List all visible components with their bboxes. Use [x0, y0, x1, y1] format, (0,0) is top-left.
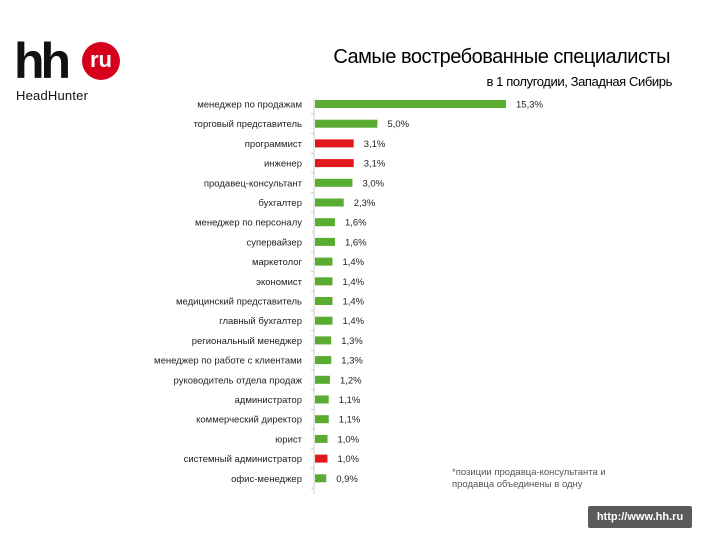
category-label: супервайзер	[246, 237, 302, 248]
category-label: юрист	[275, 434, 302, 445]
bar	[315, 100, 506, 108]
category-label: бухгалтер	[258, 198, 302, 209]
category-label: главный бухгалтер	[219, 316, 302, 327]
category-label: торговый представитель	[193, 119, 302, 130]
website-url[interactable]: http://www.hh.ru	[588, 506, 692, 528]
logo-badge: ru	[82, 42, 120, 80]
category-label: инженер	[264, 159, 302, 170]
bar	[315, 277, 333, 286]
data-label: 3,1%	[364, 139, 386, 150]
bar	[315, 119, 378, 128]
category-label: менеджер по продажам	[197, 100, 302, 111]
category-label: администратор	[235, 395, 303, 406]
data-label: 15,3%	[516, 100, 543, 111]
logo-brand-name: HeadHunter	[16, 88, 89, 103]
bar	[315, 375, 330, 384]
bar	[315, 336, 332, 345]
bar	[315, 474, 327, 483]
data-label: 1,1%	[339, 415, 361, 426]
category-label: региональный менеджер	[192, 336, 302, 347]
bar	[315, 395, 329, 404]
category-label: программист	[245, 139, 303, 150]
category-label: маркетолог	[252, 257, 303, 268]
data-label: 1,3%	[341, 336, 363, 347]
data-label: 1,0%	[337, 434, 359, 445]
bar	[315, 257, 333, 266]
data-label: 1,4%	[342, 257, 364, 268]
bar	[315, 159, 354, 168]
data-label: 5,0%	[387, 119, 409, 130]
data-label: 3,1%	[364, 159, 386, 170]
bar	[315, 297, 333, 305]
data-label: 1,1%	[339, 395, 361, 406]
bar	[315, 316, 333, 325]
bar	[315, 178, 353, 187]
chart-title: Самые востребованные специалисты	[333, 46, 670, 68]
category-label: менеджер по персоналу	[195, 218, 302, 229]
data-label: 1,6%	[345, 237, 367, 248]
data-label: 1,6%	[345, 218, 367, 229]
data-label: 1,3%	[341, 356, 363, 367]
bar	[315, 218, 335, 227]
category-label: системный администратор	[184, 454, 302, 465]
bar	[315, 454, 328, 463]
bar	[315, 139, 354, 148]
footnote: *позиции продавца-консультанта и продавц…	[452, 467, 606, 490]
category-label: руководитель отдела продаж	[174, 375, 303, 386]
data-label: 1,4%	[342, 316, 364, 327]
category-label: продавец-консультант	[204, 178, 303, 189]
data-label: 1,4%	[342, 297, 364, 308]
data-label: 3,0%	[362, 178, 384, 189]
category-label: менеджер по работе с клиентами	[154, 356, 302, 367]
category-label: офис-менеджер	[231, 474, 302, 485]
chart-subtitle: в 1 полугодии, Западная Сибирь	[486, 74, 672, 89]
category-label: экономист	[256, 277, 303, 288]
data-label: 1,2%	[340, 375, 362, 386]
category-label: коммерческий директор	[196, 415, 302, 426]
data-label: 0,9%	[336, 474, 358, 485]
bar	[315, 356, 332, 365]
headhunter-logo: hh ru HeadHunter	[14, 36, 129, 106]
logo-mark: hh	[14, 33, 71, 89]
data-label: 1,0%	[337, 454, 359, 465]
bar	[315, 415, 329, 424]
bar	[315, 434, 328, 443]
bar	[315, 237, 335, 246]
data-label: 2,3%	[354, 198, 376, 209]
data-label: 1,4%	[342, 277, 364, 288]
bar	[315, 198, 344, 207]
category-label: медицинский представитель	[176, 297, 302, 308]
